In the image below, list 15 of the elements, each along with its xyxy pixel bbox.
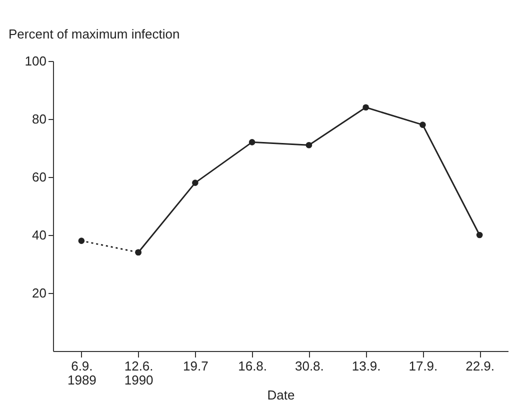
y-tick-label: 100 (24, 54, 46, 68)
x-tick-label: 6.9. 1989 (67, 358, 96, 388)
x-tick-label: 22.9. (466, 358, 495, 374)
y-tick-label: 80 (32, 112, 46, 126)
x-tick-label: 12.6. 1990 (124, 358, 154, 388)
x-tick-label: 30.8. (294, 358, 324, 374)
x-tick-label: 17.9. (408, 358, 438, 374)
y-tick-label: 60 (32, 170, 46, 184)
y-tick-label: 20 (32, 286, 46, 300)
x-tick-label: 16.8. (238, 358, 268, 374)
y-tick-label: 40 (32, 228, 46, 242)
x-tick-label: 19.7 (183, 358, 208, 374)
x-tick-label: 13.9. (352, 358, 381, 374)
y-axis-title: Percent of maximum infection (8, 26, 180, 42)
x-axis-title: Date (267, 388, 295, 401)
